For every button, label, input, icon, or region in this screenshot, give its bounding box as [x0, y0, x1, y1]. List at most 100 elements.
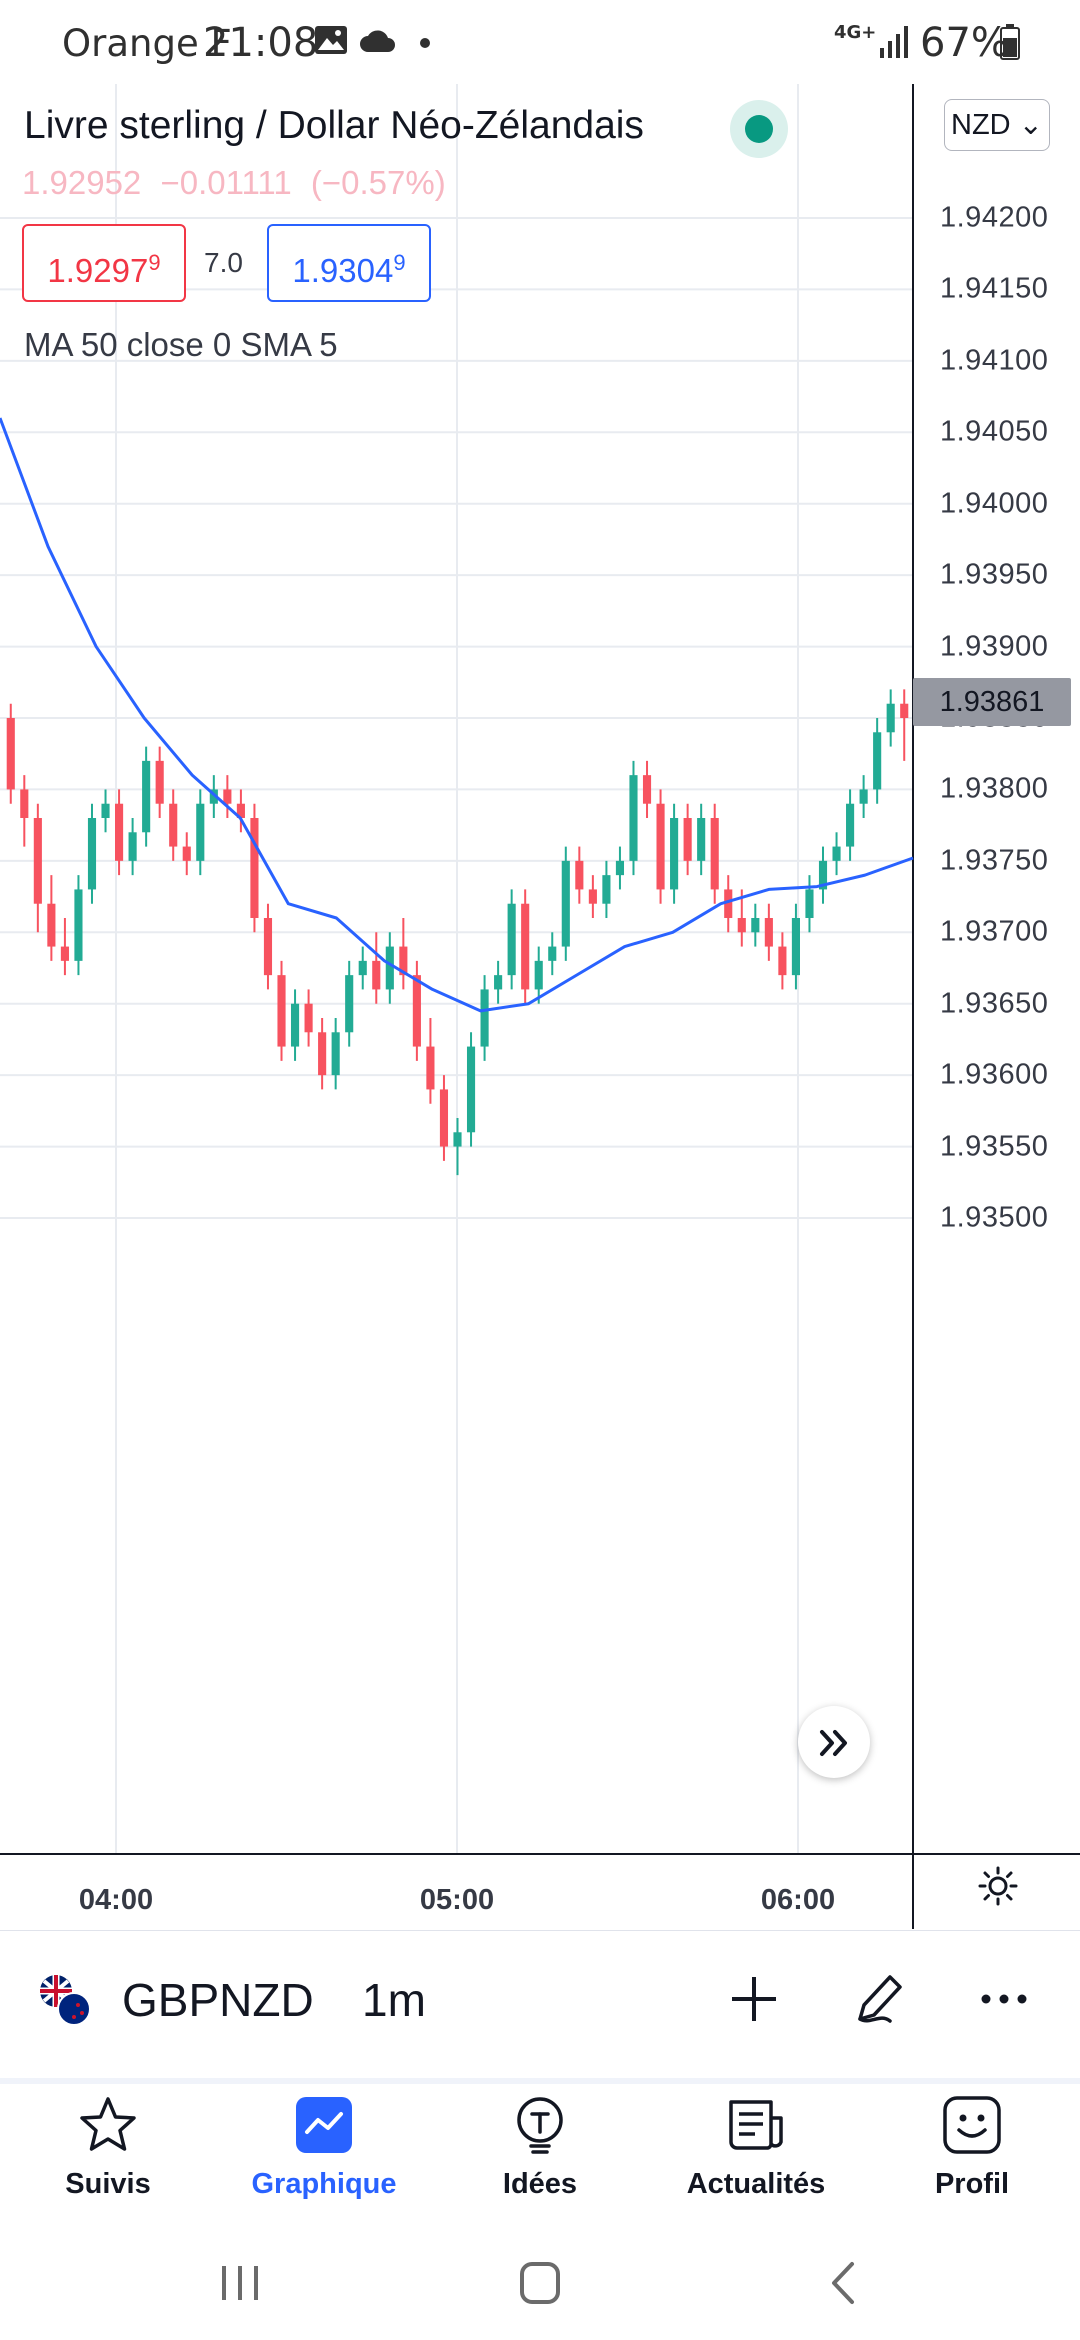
candle-body	[399, 946, 408, 976]
candle-body	[521, 903, 530, 990]
nav-profil[interactable]: Profil	[882, 2094, 1062, 2201]
price-tick-label: 1.93800	[940, 772, 1049, 805]
candle-body	[169, 803, 178, 847]
home-icon[interactable]	[510, 2258, 570, 2308]
price-tick-label: 1.94150	[940, 272, 1049, 305]
candle-body	[602, 875, 611, 904]
candle-body	[588, 889, 597, 904]
candle-body	[439, 1089, 449, 1147]
candle-body	[778, 946, 787, 976]
candle-body	[818, 860, 828, 890]
candle-body	[372, 960, 381, 990]
notification-dot	[420, 38, 430, 48]
candle-body	[453, 1132, 462, 1147]
nav-idees[interactable]: Idées	[450, 2094, 630, 2201]
candle-body	[724, 889, 733, 918]
candle-body	[426, 1046, 435, 1090]
sell-price: 1.9297	[47, 252, 149, 289]
time-tick-label: 06:00	[760, 1884, 836, 1916]
price-change-percent: (−0.57%)	[310, 164, 446, 201]
candle-body	[900, 703, 909, 718]
candle-body	[345, 975, 354, 1033]
price-tick-label: 1.93500	[940, 1201, 1049, 1234]
candle-body	[561, 860, 570, 947]
candle-body	[60, 946, 69, 961]
cloud-icon	[360, 30, 395, 52]
price-tick-label: 1.93600	[940, 1058, 1049, 1091]
lightbulb-icon	[517, 2097, 563, 2154]
candle-body	[710, 818, 719, 890]
bottom-navigation: Suivis Graphique Idées Actualités	[0, 2078, 1080, 2234]
symbol-title[interactable]: Livre sterling / Dollar Néo-Zélandais	[24, 104, 644, 147]
candle-body	[196, 803, 205, 861]
candle-body	[182, 846, 191, 861]
candle-body	[358, 960, 367, 976]
interval-button[interactable]: 1m	[362, 1974, 426, 2026]
sell-button[interactable]: 1.92979	[22, 224, 186, 302]
carrier-name: Orange F	[62, 22, 232, 65]
add-plus-icon[interactable]	[724, 1969, 784, 2029]
symbol-button[interactable]: GBPNZD	[122, 1974, 314, 2026]
back-icon[interactable]	[814, 2258, 874, 2308]
candle-body	[494, 975, 503, 990]
symbol-toolbar: GBPNZD 1m	[0, 1930, 1080, 2071]
candle-body	[480, 989, 489, 1047]
clock: 21:08	[203, 20, 319, 66]
buy-button[interactable]: 1.93049	[267, 224, 431, 302]
smiley-icon	[943, 2096, 1001, 2154]
nav-actualites[interactable]: Actualités	[666, 2094, 846, 2201]
status-bar: Orange F 21:08 4G+ 67%	[0, 0, 1080, 90]
nav-graphique[interactable]: Graphique	[234, 2094, 414, 2201]
scroll-to-realtime-button[interactable]	[798, 1706, 870, 1778]
recent-apps-icon[interactable]	[210, 2258, 270, 2308]
gbp-nzd-flag-icon[interactable]	[38, 1973, 92, 2027]
candle-body	[534, 960, 543, 990]
buy-price: 1.9304	[292, 252, 394, 289]
legend-price-line: 1.92952 −0.01111 (−0.57%)	[22, 164, 456, 202]
chart-area[interactable]: 1.94200 1.94150 1.94100 1.94050 1.94000 1.939…	[0, 84, 1080, 1929]
nav-label: Actualités	[686, 2168, 826, 2200]
candle-body	[615, 860, 625, 876]
candlestick-chart[interactable]	[0, 84, 1080, 1929]
candle-body	[74, 889, 83, 961]
candle-body	[805, 889, 814, 918]
currency-select[interactable]: NZD ⌄	[944, 99, 1050, 151]
price-change: −0.01111	[160, 164, 292, 201]
nav-label: Suivis	[65, 2168, 151, 2200]
candle-body	[656, 803, 665, 890]
double-chevron-right-icon	[820, 1730, 847, 1756]
candle-body	[832, 846, 841, 861]
drawing-tools-icon[interactable]	[850, 1969, 910, 2029]
chart-settings-icon[interactable]	[978, 1866, 1018, 1906]
candle-body	[751, 918, 760, 933]
more-options-icon[interactable]	[974, 1969, 1034, 2029]
signal-icon	[880, 26, 908, 58]
candle-body	[236, 803, 245, 818]
nav-label: Profil	[934, 2168, 1010, 2200]
sell-price-pip: 9	[148, 250, 161, 275]
price-tick-label: 1.93900	[940, 630, 1049, 663]
candle-body	[263, 918, 273, 976]
candle-body	[277, 975, 286, 1047]
candle-body	[670, 818, 679, 890]
time-tick-label: 05:00	[419, 1884, 495, 1916]
candle-body	[331, 1032, 340, 1076]
candle-body	[873, 732, 882, 790]
nav-suivis[interactable]: Suivis	[18, 2094, 198, 2201]
price-tick-label: 1.94100	[940, 344, 1049, 377]
news-icon	[729, 2100, 783, 2150]
price-tick-label: 1.93650	[940, 987, 1049, 1020]
buy-price-pip: 9	[393, 250, 406, 275]
indicator-legend[interactable]: MA 50 close 0 SMA 5	[24, 326, 338, 363]
nav-label: Idées	[502, 2168, 578, 2200]
price-tick-label: 1.94000	[940, 487, 1049, 520]
candle-body	[155, 760, 164, 804]
candle-body	[47, 903, 56, 947]
candle-body	[683, 818, 692, 861]
candle-body	[846, 803, 855, 847]
moving-average-line	[0, 417, 914, 1013]
candle-body	[115, 803, 124, 861]
candle-body	[466, 1046, 476, 1133]
candle-body	[575, 860, 584, 890]
candle-body	[859, 789, 868, 804]
